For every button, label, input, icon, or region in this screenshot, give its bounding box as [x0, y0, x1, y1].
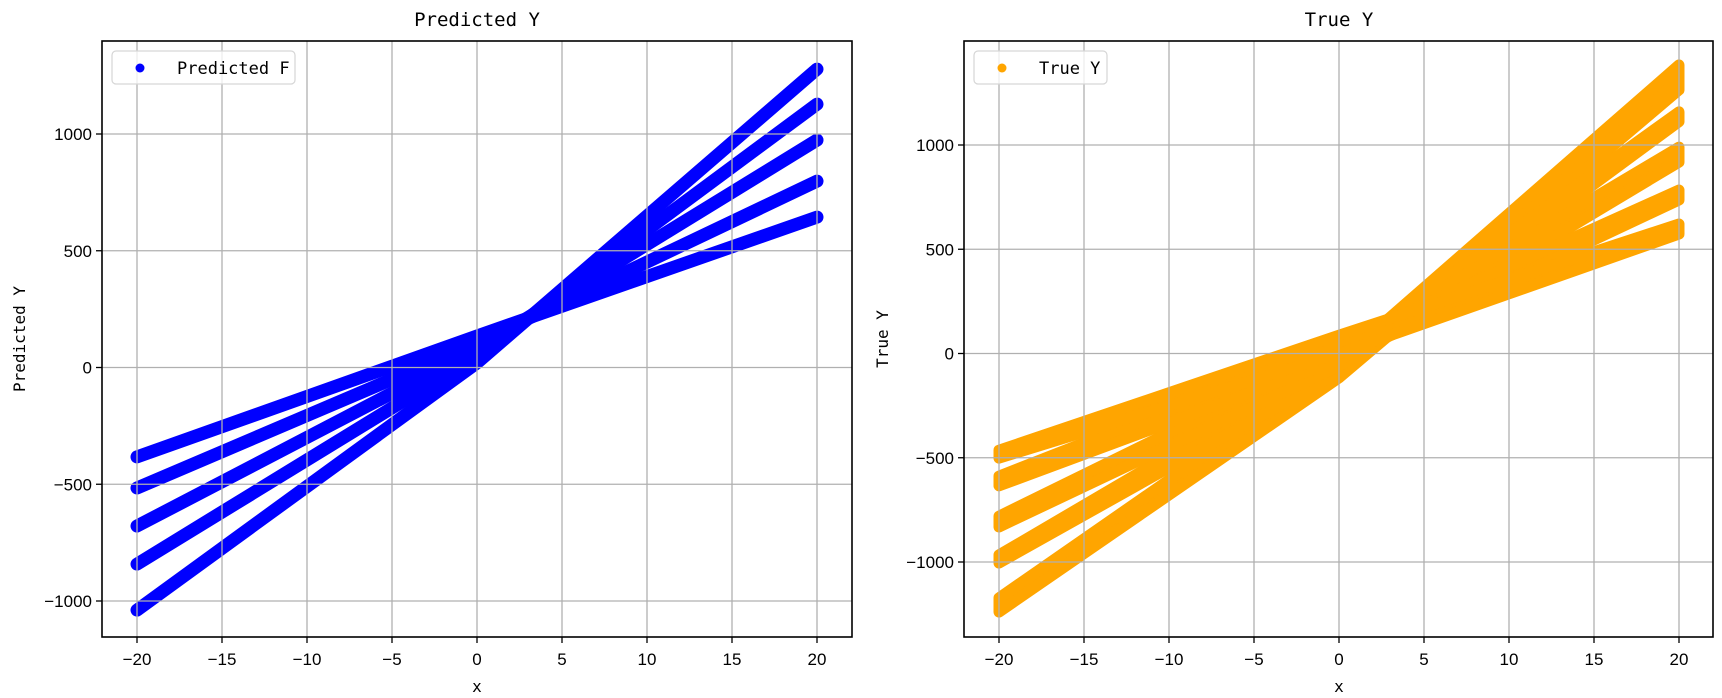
subplot-title: True Y — [1305, 9, 1374, 31]
x-tick-label: 20 — [1670, 650, 1689, 669]
x-tick-label: 5 — [1419, 650, 1428, 669]
y-tick-label: 0 — [945, 345, 954, 364]
y-tick-label: −500 — [916, 449, 954, 468]
legend-box — [111, 50, 296, 85]
x-tick-label: −5 — [1244, 650, 1263, 669]
x-tick-label: −20 — [985, 650, 1014, 669]
x-tick-label: −20 — [123, 650, 152, 669]
y-axis-label: Predicted Y — [10, 286, 29, 392]
subplot-title: Predicted Y — [414, 9, 540, 31]
y-axis-label: True Y — [873, 310, 892, 368]
x-tick-label: 10 — [638, 650, 657, 669]
y-tick-label: 1000 — [54, 125, 92, 144]
y-tick-label: 500 — [926, 240, 954, 259]
grid-lines — [964, 41, 1713, 637]
subplot-predicted-y: Predicted Y −20 −15 −10 −5 0 5 10 15 20 −1000 −50… — [10, 9, 853, 696]
legend-marker-icon — [135, 63, 145, 73]
y-tick-label: 0 — [83, 359, 92, 378]
x-axis-label: x — [472, 677, 482, 696]
subplot-true-y: True Y −20 −15 −10 −5 0 5 10 15 20 −1000 −500 0 500… — [873, 9, 1714, 696]
x-axis-label: x — [1334, 677, 1344, 696]
y-tick-label: 1000 — [916, 136, 954, 155]
y-axis-ticks: −1000 −500 0 500 1000 — [906, 136, 964, 572]
grid-lines — [102, 41, 852, 637]
x-tick-label: 10 — [1500, 650, 1519, 669]
x-axis-ticks: −20 −15 −10 −5 0 5 10 15 20 — [123, 637, 827, 669]
x-tick-label: −15 — [1070, 650, 1099, 669]
y-tick-label: −1000 — [906, 553, 954, 572]
x-axis-ticks: −20 −15 −10 −5 0 5 10 15 20 — [985, 637, 1689, 669]
y-tick-label: −500 — [54, 475, 92, 494]
legend-marker-icon — [997, 63, 1007, 73]
x-tick-label: 20 — [808, 650, 827, 669]
x-tick-label: 0 — [1334, 650, 1343, 669]
x-tick-label: −10 — [1155, 650, 1184, 669]
legend-label: Predicted F — [177, 59, 290, 79]
legend-label: True Y — [1039, 59, 1100, 79]
legend: Predicted F — [111, 50, 296, 85]
x-tick-label: −5 — [382, 650, 401, 669]
legend-box — [973, 50, 1108, 85]
x-tick-label: 15 — [1585, 650, 1604, 669]
y-tick-label: 500 — [64, 242, 92, 261]
y-tick-label: −1000 — [44, 592, 92, 611]
y-axis-ticks: −1000 −500 0 500 1000 — [44, 125, 102, 611]
x-tick-label: 15 — [723, 650, 742, 669]
x-tick-label: −10 — [293, 650, 322, 669]
x-tick-label: 0 — [472, 650, 481, 669]
x-tick-label: 5 — [557, 650, 566, 669]
legend: True Y — [973, 50, 1108, 85]
x-tick-label: −15 — [208, 650, 237, 669]
